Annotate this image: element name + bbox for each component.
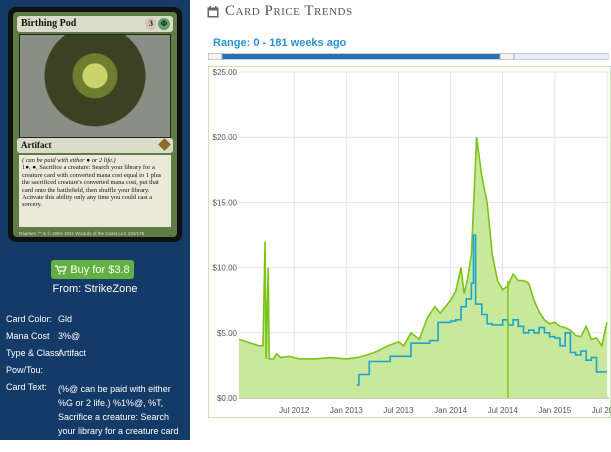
range-slider[interactable] xyxy=(208,53,609,60)
card-rules-box: ( can be paid with either ● or 2 life.) … xyxy=(19,155,171,227)
type-class-label: Type & Class: xyxy=(6,348,62,358)
y-axis-ticks: $0.00 $5.00 $10.00 $15.00 $20.00 $25.00 xyxy=(213,68,238,403)
y-tick-label: $20.00 xyxy=(213,133,238,142)
x-tick-label: Jan 2015 xyxy=(538,406,571,415)
card-text-label: Card Text: xyxy=(6,382,47,392)
x-axis-ticks: Jul 2012 Jan 2013 Jul 2013 Jan 2014 Jul 2014… xyxy=(279,406,611,415)
card-type-bar: Artifact xyxy=(17,138,173,153)
mana-cost-symbols: 3 Φ xyxy=(145,18,170,30)
type-class-value: Artifact xyxy=(58,348,87,358)
page-title: Card Price Trends xyxy=(225,3,353,19)
cart-icon xyxy=(55,264,68,274)
y-tick-label: $5.00 xyxy=(217,329,238,338)
x-tick-label: Jul 2013 xyxy=(383,406,414,415)
chart-plot xyxy=(238,137,608,398)
card-info-panel: Birthing Pod 3 Φ Artifact ( can be paid … xyxy=(0,0,190,450)
blue-series-line xyxy=(356,234,607,386)
mana-cost-label: Mana Cost xyxy=(6,331,50,341)
range-label: Range: 0 - 181 weeks ago xyxy=(213,37,347,49)
x-tick-label: Jan 2013 xyxy=(330,406,363,415)
y-tick-label: $25.00 xyxy=(213,68,238,77)
card-name: Birthing Pod xyxy=(21,18,77,29)
green-series-area xyxy=(239,137,607,398)
card-copyright: ™ & © 1993–2011 Wizards of the Coast LLC… xyxy=(37,231,145,236)
card-rules-text: 1●, ●, Sacrifice a creature: Search your… xyxy=(22,164,162,209)
slider-fill xyxy=(216,54,507,59)
card-art xyxy=(19,34,171,138)
x-tick-label: Jul 2014 xyxy=(488,406,519,415)
card-image: Birthing Pod 3 Φ Artifact ( can be paid … xyxy=(8,7,182,242)
y-tick-label: $10.00 xyxy=(213,264,238,273)
generic-mana-icon: 3 xyxy=(145,18,157,30)
green-series-line xyxy=(238,137,608,360)
pow-tou-label: Pow/Tou: xyxy=(6,365,44,375)
card-artist: Daarken xyxy=(19,231,37,236)
phyrexian-green-mana-icon: Φ xyxy=(158,18,170,30)
set-symbol-icon xyxy=(158,138,171,151)
slider-handle-start[interactable] xyxy=(208,53,223,60)
card-name-bar: Birthing Pod 3 Φ xyxy=(17,16,173,32)
price-chart: $0.00 $5.00 $10.00 $15.00 $20.00 $25.00 Jul 2… xyxy=(208,66,611,418)
buy-button[interactable]: Buy for $3.8 xyxy=(51,260,134,279)
buy-button-label: Buy for $3.8 xyxy=(70,263,130,276)
x-tick-label: Jul 2012 xyxy=(279,406,310,415)
card-reminder-text: ( can be paid with either ● or 2 life.) xyxy=(22,157,116,164)
y-tick-label: $0.00 xyxy=(217,394,238,403)
card-text-value: (%@ can be paid with either %G or 2 life… xyxy=(58,384,179,450)
x-tick-label: Jul 2015 xyxy=(592,406,611,415)
card-footer: Daarken ™ & © 1993–2011 Wizards of the C… xyxy=(19,231,144,236)
vendor-label: From: StrikeZone xyxy=(52,283,138,295)
x-tick-label: Jan 2014 xyxy=(434,406,467,415)
card-color-label: Card Color: xyxy=(6,314,53,324)
y-tick-label: $15.00 xyxy=(213,198,238,207)
mana-cost-value: 3%@ xyxy=(58,331,81,341)
slider-handle-end[interactable] xyxy=(499,53,515,60)
card-type-line: Artifact xyxy=(21,140,52,150)
card-color-value: Gld xyxy=(58,314,73,324)
calendar-icon xyxy=(207,5,219,17)
price-trends-header: Card Price Trends xyxy=(207,3,353,20)
